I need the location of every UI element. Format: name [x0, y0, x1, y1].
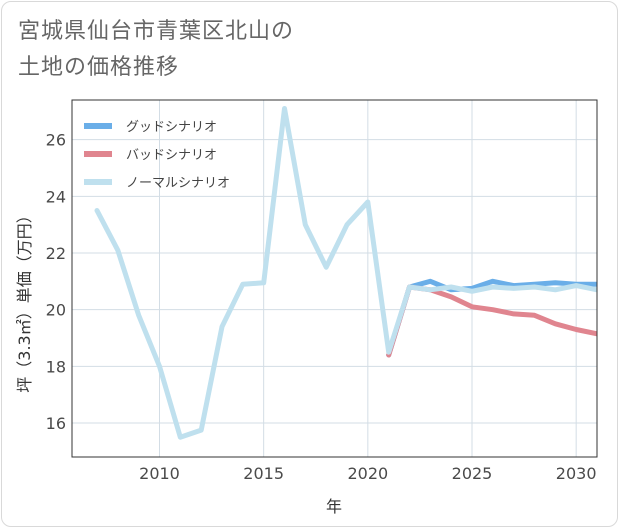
plot-frame	[71, 99, 598, 458]
tick-labels: 2010 2015 2020 2025 2030 16 18 20 22 24 26	[46, 131, 597, 483]
y-tick-label: 26	[46, 131, 66, 150]
x-tick-label: 2015	[243, 464, 284, 483]
y-tick-label: 16	[46, 414, 66, 433]
x-tick-label: 2010	[139, 464, 180, 483]
x-tick-label: 2020	[347, 464, 388, 483]
x-tick-label: 2030	[556, 464, 597, 483]
y-tick-label: 24	[46, 187, 66, 206]
series-lines	[94, 106, 597, 440]
chart-title: 宮城県仙台市青葉区北山の 土地の価格推移	[18, 14, 438, 86]
legend-label-0: グッドシナリオ	[126, 120, 217, 135]
series-line-2	[94, 106, 597, 440]
legend-label-1: バッドシナリオ	[126, 148, 217, 163]
chart-title-line2: 土地の価格推移	[18, 55, 180, 80]
series-line-1	[386, 284, 597, 358]
y-tick-label: 20	[46, 301, 66, 320]
y-axis-label: 坪（3.3㎡）単価（万円）	[15, 207, 34, 392]
x-tick-label: 2025	[452, 464, 493, 483]
series-line-0	[386, 278, 597, 358]
y-tick-label: 22	[46, 244, 66, 263]
y-tick-label: 18	[46, 357, 66, 376]
chart-title-line1: 宮城県仙台市青葉区北山の	[18, 19, 295, 44]
x-axis-label: 年	[326, 497, 342, 516]
legend-label-2: ノーマルシナリオ	[126, 176, 230, 191]
